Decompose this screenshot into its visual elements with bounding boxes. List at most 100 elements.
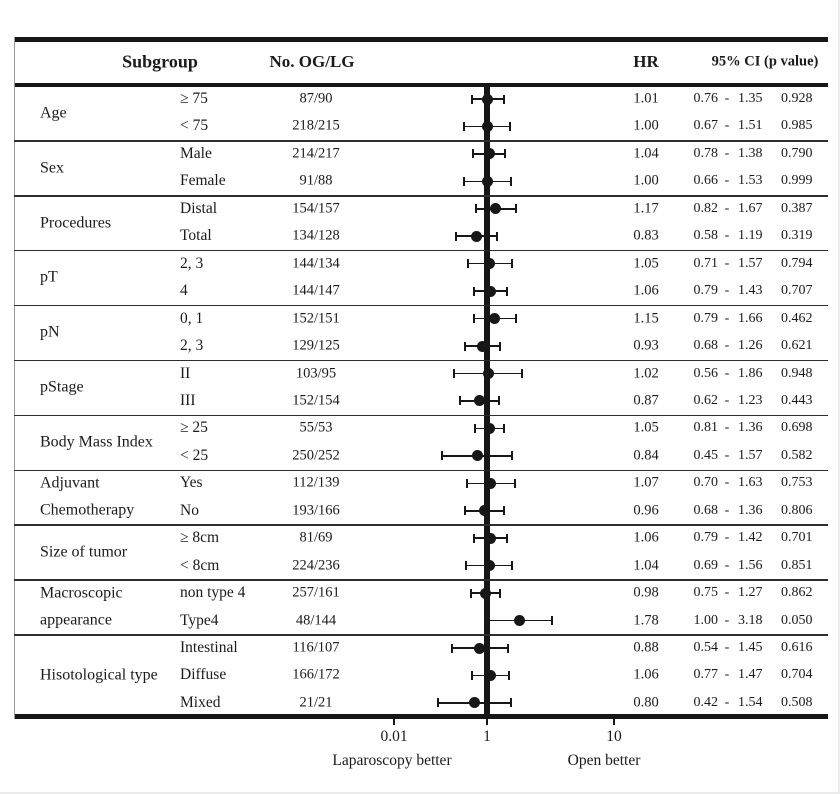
- ci-low-value: 0.67: [693, 118, 719, 134]
- ci-dash: -: [724, 667, 730, 683]
- n-og-lg-value: 91/88: [299, 172, 333, 189]
- forest-marker: [514, 615, 526, 627]
- group-label-line: Procedures: [40, 213, 112, 231]
- error-bar-cap-right: [514, 314, 517, 324]
- p-value: 0.443: [781, 392, 813, 408]
- ci-high-value: 1.23: [738, 392, 763, 408]
- forest-marker: [471, 450, 483, 462]
- n-og-lg-value: 103/95: [295, 365, 337, 381]
- forest-marker: [481, 120, 493, 132]
- axis-note-open-better: Open better: [567, 752, 641, 769]
- ci-dash: -: [724, 420, 730, 436]
- error-bar-cap-right: [510, 176, 512, 186]
- error-bar-cap-right: [514, 204, 517, 214]
- ci-dash: -: [724, 255, 730, 271]
- ci-low-value: 0.81: [693, 420, 719, 436]
- ci-high-value: 1.43: [738, 283, 763, 299]
- hr-value: 0.84: [633, 447, 659, 464]
- column-header-subgroup: Subgroup: [122, 51, 198, 72]
- hr-value: 0.80: [633, 694, 659, 711]
- error-bar-cap-right: [504, 149, 507, 159]
- error-bar-cap-left: [453, 369, 456, 378]
- error-bar-cap-left: [464, 506, 467, 516]
- n-og-lg-value: 166/172: [292, 666, 340, 683]
- p-value: 0.790: [781, 145, 813, 161]
- group-label: Procedures: [40, 209, 111, 236]
- forest-marker: [490, 203, 502, 215]
- category-label: ≥ 75: [180, 90, 208, 107]
- group-label: pN: [40, 319, 60, 346]
- error-bar-cap-right: [521, 369, 524, 378]
- ci-dash: -: [724, 447, 730, 463]
- hr-value: 0.87: [633, 392, 659, 409]
- error-bar-cap-left: [474, 423, 477, 433]
- ci-dash: -: [724, 283, 730, 299]
- category-label: III: [180, 391, 196, 409]
- category-label: Male: [180, 144, 212, 162]
- group-label-line: Age: [40, 103, 67, 121]
- error-bar-cap-left: [437, 698, 440, 708]
- axis-tick-label-001: 0.01: [380, 728, 408, 745]
- hr-value: 0.88: [633, 639, 659, 656]
- p-value: 0.701: [781, 530, 813, 546]
- category-label: 0, 1: [180, 309, 204, 327]
- error-bar-cap-left: [459, 396, 461, 406]
- axis-note-laparoscopy-better: Laparoscopy better: [332, 752, 452, 769]
- column-header-ci-pvalue: 95% CI (p value): [711, 53, 819, 70]
- error-bar-cap-right: [510, 698, 513, 708]
- forest-marker: [484, 532, 496, 544]
- error-bar-cap-right: [511, 259, 514, 269]
- n-og-lg-value: 257/161: [292, 584, 340, 601]
- ci-low-value: 0.79: [693, 310, 719, 326]
- group-label: Adjuvant Chemotherapy: [40, 470, 134, 525]
- ci-dash: -: [724, 200, 730, 216]
- p-value: 0.948: [781, 365, 813, 381]
- error-bar-cap-right: [509, 121, 512, 131]
- p-value: 0.582: [781, 447, 813, 463]
- ci-low-value: 0.68: [693, 502, 719, 518]
- p-value: 0.050: [781, 612, 813, 628]
- ci-high-value: 1.53: [738, 173, 763, 189]
- group-label: Macroscopic appearance: [40, 579, 123, 634]
- n-og-lg-value: 129/125: [292, 337, 340, 354]
- group-label-line: Chemotherapy: [40, 502, 135, 520]
- ci-high-value: 1.19: [738, 228, 763, 244]
- error-bar-cap-right: [506, 286, 509, 296]
- error-bar-cap-left: [471, 149, 474, 159]
- ci-low-value: 0.71: [693, 255, 719, 271]
- group-separator-line: [14, 634, 828, 636]
- error-bar-cap-right: [503, 506, 506, 516]
- category-label: < 8cm: [180, 556, 220, 574]
- group-label-line: Hisotological type: [40, 666, 158, 684]
- ci-low-value: 1.00: [693, 612, 719, 628]
- category-label: Intestinal: [180, 639, 238, 656]
- group-label: pStage: [40, 373, 84, 400]
- hr-value: 1.06: [633, 529, 659, 546]
- n-og-lg-value: 55/53: [299, 419, 333, 436]
- group-label-line: Sex: [40, 158, 64, 176]
- p-value: 0.462: [781, 310, 813, 326]
- n-og-lg-value: 144/134: [292, 255, 340, 272]
- group-label: Size of tumor: [40, 538, 127, 565]
- forest-marker: [481, 175, 493, 187]
- group-separator-line: [14, 414, 828, 417]
- error-bar-cap-right: [511, 561, 514, 571]
- p-value: 0.508: [781, 694, 813, 710]
- hr-value: 0.93: [633, 337, 659, 354]
- forest-marker: [483, 148, 495, 160]
- axis-tick-label-10: 10: [606, 728, 622, 745]
- ci-low-value: 0.54: [693, 640, 719, 655]
- group-label-line: Macroscopic: [40, 584, 123, 602]
- error-bar-cap-left: [465, 478, 468, 488]
- hr-value: 1.00: [633, 172, 659, 189]
- n-og-lg-value: 134/128: [292, 227, 340, 244]
- forest-marker: [482, 93, 494, 105]
- ci-low-value: 0.58: [693, 228, 719, 244]
- group-separator-line: [14, 579, 828, 581]
- error-bar-cap-right: [513, 478, 516, 488]
- forest-marker: [480, 587, 492, 599]
- error-bar-cap-left: [462, 176, 465, 186]
- ci-high-value: 1.54: [738, 694, 763, 710]
- error-bar-cap-left: [466, 259, 469, 269]
- error-bar-cap-right: [497, 396, 500, 406]
